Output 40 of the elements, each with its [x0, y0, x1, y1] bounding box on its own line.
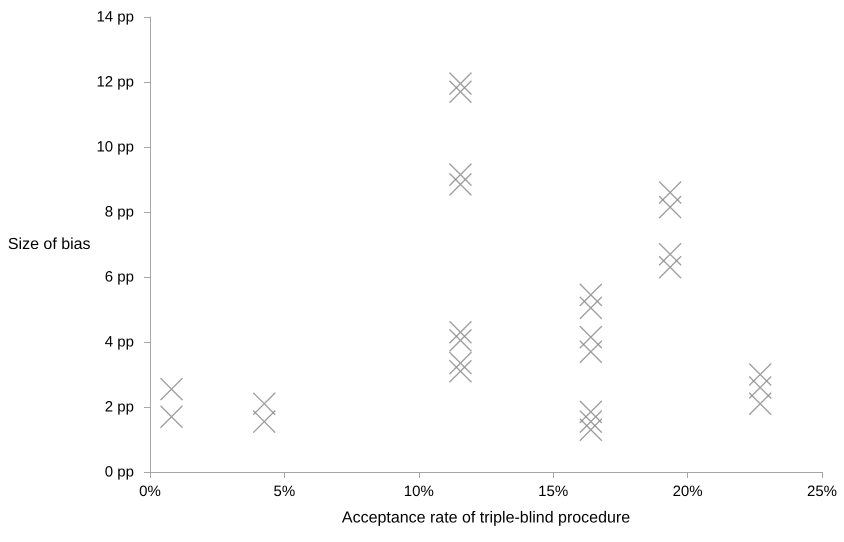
point: [579, 340, 602, 364]
point: [448, 162, 472, 186]
x-tick-label: 10%: [404, 483, 434, 500]
point: [658, 180, 682, 204]
point: [658, 242, 682, 266]
y-tick-label: 10 pp: [96, 138, 134, 156]
point: [658, 256, 682, 279]
y-axis-title: Size of bias: [8, 236, 91, 253]
point: [579, 400, 602, 424]
point: [448, 172, 472, 196]
point: [658, 195, 682, 219]
point: [252, 410, 276, 434]
x-tick-label: 5%: [274, 483, 296, 500]
y-tick-label: 12 pp: [96, 74, 134, 90]
point: [160, 377, 184, 401]
y-tick-label: 6 pp: [104, 268, 134, 286]
point: [160, 405, 184, 428]
x-tick-label: 0%: [139, 483, 161, 500]
point: [579, 410, 602, 434]
x-tick-label: 20%: [672, 483, 703, 500]
y-tick-label: 2 pp: [104, 398, 134, 416]
x-axis-title: Acceptance rate of triple-blind procedure: [342, 510, 630, 526]
x-tick-label: 15%: [538, 483, 568, 500]
point: [748, 362, 772, 386]
point: [252, 392, 276, 416]
point: [748, 392, 772, 416]
y-tick-label: 0 pp: [104, 464, 134, 480]
point: [579, 418, 602, 442]
point: [448, 320, 472, 344]
point: [579, 283, 602, 307]
y-tick-label: 14 pp: [96, 8, 134, 26]
y-tick-label: 4 pp: [104, 334, 134, 350]
y-tick-label: 8 pp: [104, 204, 134, 220]
point: [448, 72, 472, 96]
point: [748, 376, 772, 400]
point: [579, 325, 602, 349]
x-tick-label: 25%: [806, 483, 838, 500]
point: [579, 296, 602, 320]
point: [448, 80, 472, 104]
point: [448, 360, 472, 383]
